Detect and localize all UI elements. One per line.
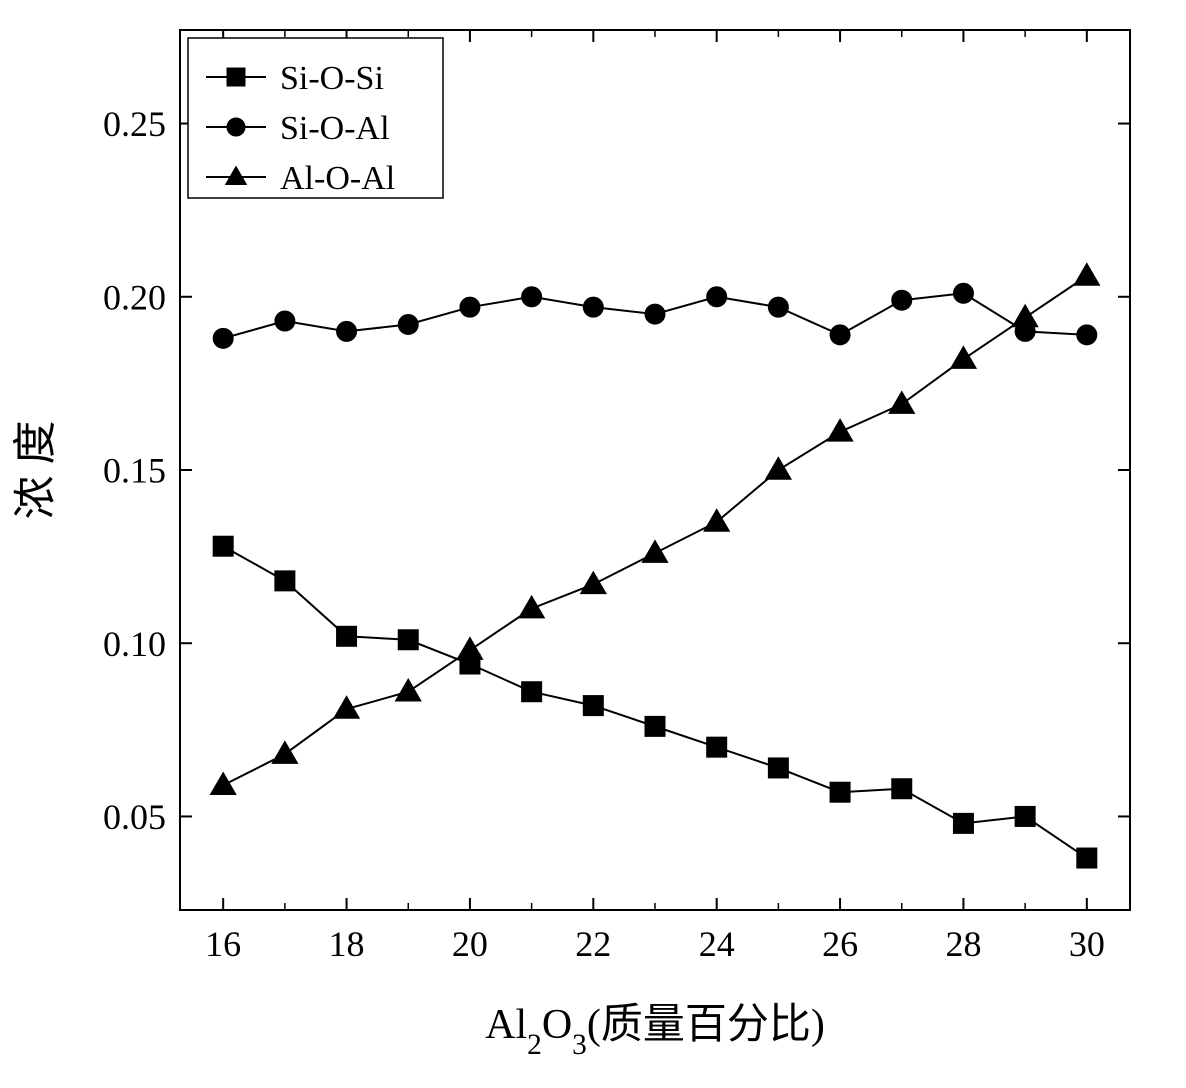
legend-label-Al-O-Al: Al-O-Al xyxy=(280,160,395,197)
marker-circle xyxy=(892,290,912,310)
x-tick-label: 30 xyxy=(1069,924,1105,964)
marker-circle xyxy=(398,314,418,334)
marker-circle xyxy=(213,328,233,348)
marker-triangle xyxy=(457,637,483,659)
y-tick-label: 0.05 xyxy=(103,797,166,837)
marker-circle xyxy=(645,304,665,324)
x-tick-label: 16 xyxy=(205,924,241,964)
marker-triangle xyxy=(581,572,607,594)
marker-square xyxy=(768,758,788,778)
marker-square xyxy=(707,737,727,757)
marker-circle xyxy=(460,297,480,317)
chart-container: 16 18 20 22 24 26 28 30 0.05 0.10 0.15 0.20 0.25 Si-O… xyxy=(0,0,1186,1088)
marker-circle xyxy=(583,297,603,317)
marker-circle xyxy=(227,118,245,136)
legend-label-Si-O-Si: Si-O-Si xyxy=(280,60,384,97)
x-tick-label: 22 xyxy=(575,924,611,964)
marker-triangle xyxy=(1074,263,1100,285)
marker-triangle xyxy=(951,346,977,368)
marker-square xyxy=(522,682,542,702)
marker-square xyxy=(830,782,850,802)
marker-circle xyxy=(768,297,788,317)
marker-circle xyxy=(275,311,295,331)
marker-triangle xyxy=(704,509,730,531)
marker-square xyxy=(953,813,973,833)
chart-svg: 16 18 20 22 24 26 28 30 0.05 0.10 0.15 0.20 0.25 Si-O… xyxy=(0,0,1186,1088)
marker-circle xyxy=(707,287,727,307)
marker-square xyxy=(213,536,233,556)
marker-circle xyxy=(953,283,973,303)
marker-square xyxy=(227,68,245,86)
x-tick-label: 24 xyxy=(699,924,735,964)
marker-circle xyxy=(830,325,850,345)
legend: Si-O-Si Si-O-Al Al-O-Al xyxy=(188,38,443,198)
marker-square xyxy=(645,716,665,736)
marker-triangle xyxy=(519,596,545,618)
marker-triangle xyxy=(889,391,915,413)
y-tick-label: 0.20 xyxy=(103,277,166,317)
x-tick-label: 26 xyxy=(822,924,858,964)
marker-triangle xyxy=(827,419,853,441)
x-tick-label: 18 xyxy=(329,924,365,964)
series-Al-O-Al xyxy=(210,263,1099,794)
marker-square xyxy=(275,571,295,591)
marker-circle xyxy=(522,287,542,307)
series-line-Si-O-Si xyxy=(223,546,1087,858)
marker-square xyxy=(1077,848,1097,868)
legend-label-Si-O-Al: Si-O-Al xyxy=(280,110,390,147)
marker-triangle xyxy=(642,540,668,562)
x-tick-label: 28 xyxy=(945,924,981,964)
marker-square xyxy=(892,779,912,799)
x-tick-label: 20 xyxy=(452,924,488,964)
marker-circle xyxy=(337,321,357,341)
marker-square xyxy=(398,630,418,650)
y-tick-label: 0.15 xyxy=(103,451,166,491)
series-Si-O-Al xyxy=(213,283,1097,348)
marker-triangle xyxy=(395,679,421,701)
marker-circle xyxy=(1077,325,1097,345)
marker-triangle xyxy=(1012,305,1038,327)
marker-square xyxy=(583,696,603,716)
marker-square xyxy=(337,626,357,646)
x-axis-title: Al2O3(质量百分比) xyxy=(485,1002,825,1061)
marker-triangle xyxy=(272,741,298,763)
y-tick-label: 0.10 xyxy=(103,624,166,664)
marker-triangle xyxy=(210,773,236,795)
marker-square xyxy=(1015,806,1035,826)
marker-triangle xyxy=(766,457,792,479)
y-tick-label: 0.25 xyxy=(103,104,166,144)
y-axis-title: 浓 度 xyxy=(11,421,60,520)
